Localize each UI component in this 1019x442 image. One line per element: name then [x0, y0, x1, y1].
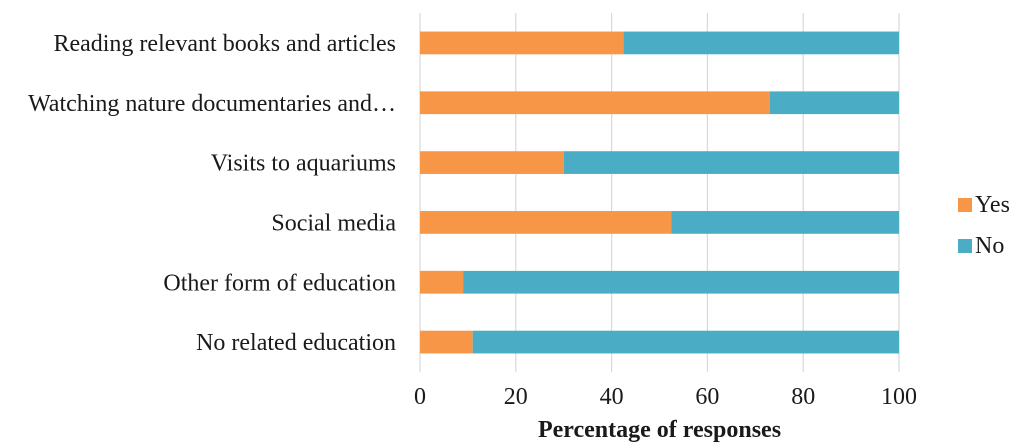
x-tick-label: 100 [881, 384, 917, 410]
category-label: Reading relevant books and articles [53, 31, 396, 57]
x-tick-label: 40 [600, 384, 624, 410]
x-axis-title: Percentage of responses [538, 417, 781, 442]
category-label: Social media [271, 210, 396, 236]
x-tick-label: 0 [414, 384, 426, 410]
bar-yes-4 [420, 270, 464, 294]
bar-no-3 [671, 211, 899, 234]
bar-no-2 [563, 151, 899, 174]
legend-swatch-no [958, 239, 972, 253]
bar-no-5 [472, 330, 899, 354]
legend-swatch-yes [958, 198, 972, 212]
legend-label-no: No [975, 233, 1004, 259]
bar-no-0 [623, 31, 899, 55]
bars [420, 31, 899, 354]
x-tick-label: 20 [504, 384, 528, 410]
gridlines [419, 13, 900, 372]
bar-no-1 [769, 91, 899, 115]
x-tick-labels: 0 20 40 60 80 100 [414, 384, 917, 410]
category-label: Visits to aquariums [211, 151, 396, 177]
bar-yes-0 [420, 31, 624, 55]
category-label: Other form of education [163, 270, 396, 296]
bar-yes-1 [420, 91, 770, 115]
category-label: Watching nature documentaries and… [28, 91, 396, 117]
category-label: No related education [196, 330, 396, 356]
legend: Yes No [958, 192, 1010, 259]
bar-yes-3 [420, 211, 672, 234]
x-tick-label: 80 [791, 384, 815, 410]
category-labels: Reading relevant books and articles Watch… [28, 31, 396, 356]
x-tick-label: 60 [695, 384, 719, 410]
legend-label-yes: Yes [975, 192, 1010, 218]
bar-yes-5 [420, 330, 473, 354]
bar-yes-2 [420, 151, 564, 174]
bar-no-4 [463, 270, 899, 294]
